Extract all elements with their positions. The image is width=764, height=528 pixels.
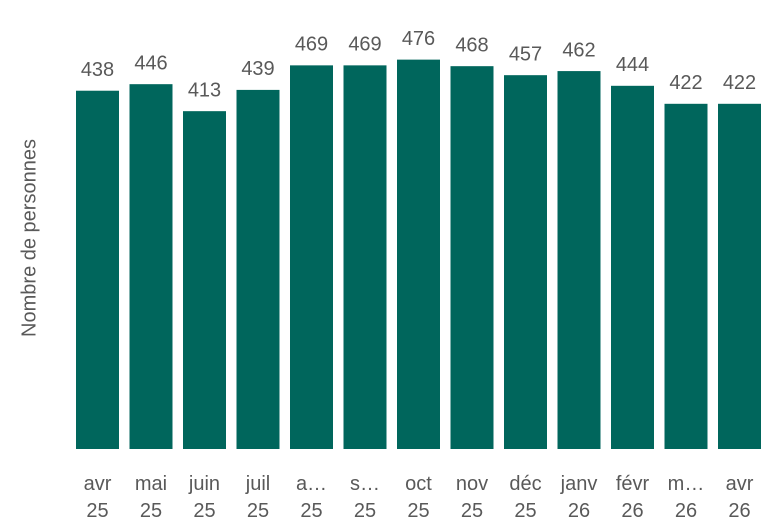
x-tick-label: avr 25 <box>84 473 112 522</box>
x-tick-label-line: 26 <box>568 500 590 522</box>
x-tick-label: mai 25 <box>135 473 167 522</box>
x-tick-label-line: 25 <box>300 500 322 522</box>
value-label: 439 <box>241 58 274 80</box>
value-label: 438 <box>81 59 114 81</box>
x-tick-label-line: mai <box>135 473 167 495</box>
value-label: 469 <box>295 34 328 56</box>
x-tick-label-line: 25 <box>140 500 162 522</box>
x-tick-label-line: 25 <box>247 500 269 522</box>
bar <box>611 85 654 450</box>
x-tick-label: avr 26 <box>726 473 754 522</box>
x-tick-label: a… 25 <box>296 473 327 522</box>
value-label: 476 <box>402 28 435 50</box>
x-tick-label-line: 26 <box>621 500 643 522</box>
x-tick-label: déc 25 <box>509 473 541 522</box>
x-tick-label-line: 25 <box>514 500 536 522</box>
bar <box>236 89 280 449</box>
bar <box>718 103 761 449</box>
bar <box>397 59 440 450</box>
x-tick-label-line: 26 <box>728 500 750 522</box>
x-tick-label-line: 25 <box>461 500 483 522</box>
value-label: 444 <box>616 54 649 76</box>
value-label: 422 <box>723 72 756 94</box>
bar <box>450 66 494 450</box>
bar <box>343 65 387 449</box>
value-label: 422 <box>669 72 702 94</box>
x-tick-label-line: avr <box>84 473 112 495</box>
x-tick-label-line: 25 <box>354 500 376 522</box>
value-label: 469 <box>348 34 381 56</box>
x-tick-label-line: juin <box>188 473 220 495</box>
y-axis-label: Nombre de personnes <box>18 139 40 337</box>
x-tick-label: juin 25 <box>188 473 220 522</box>
value-label: 457 <box>509 43 542 65</box>
bar <box>183 111 226 449</box>
x-tick-label-line: déc <box>509 473 541 495</box>
x-tick-label: m… 26 <box>668 473 705 522</box>
value-label: 413 <box>188 79 221 101</box>
bar <box>76 90 119 449</box>
bar <box>504 75 547 449</box>
x-tick-label-line: janv <box>560 473 598 495</box>
x-tick-label: févr 26 <box>616 473 650 522</box>
x-tick-label-line: oct <box>405 473 432 495</box>
x-tick-label: nov 25 <box>456 473 488 522</box>
bar <box>557 71 601 450</box>
x-tick-label-line: juil <box>245 473 270 495</box>
x-tick-label-line: 25 <box>86 500 108 522</box>
bar <box>290 65 333 449</box>
x-tick-label: janv 26 <box>560 473 598 522</box>
x-tick-label-line: s… <box>350 473 380 495</box>
x-tick-label-line: 26 <box>675 500 697 522</box>
x-tick-label-line: m… <box>668 473 705 495</box>
x-tick-label: juil 25 <box>245 473 270 522</box>
value-label: 462 <box>562 39 595 61</box>
bar <box>664 103 708 449</box>
x-tick-label-line: nov <box>456 473 488 495</box>
x-tick-label: oct 25 <box>405 473 432 522</box>
x-tick-label: s… 25 <box>350 473 380 522</box>
value-label: 446 <box>134 52 167 74</box>
x-tick-label-line: 25 <box>407 500 429 522</box>
bar <box>129 84 173 449</box>
x-tick-label-line: févr <box>616 473 650 495</box>
x-tick-label-line: avr <box>726 473 754 495</box>
value-label: 468 <box>455 34 488 56</box>
x-tick-label-line: 25 <box>193 500 215 522</box>
x-tick-label-line: a… <box>296 473 327 495</box>
